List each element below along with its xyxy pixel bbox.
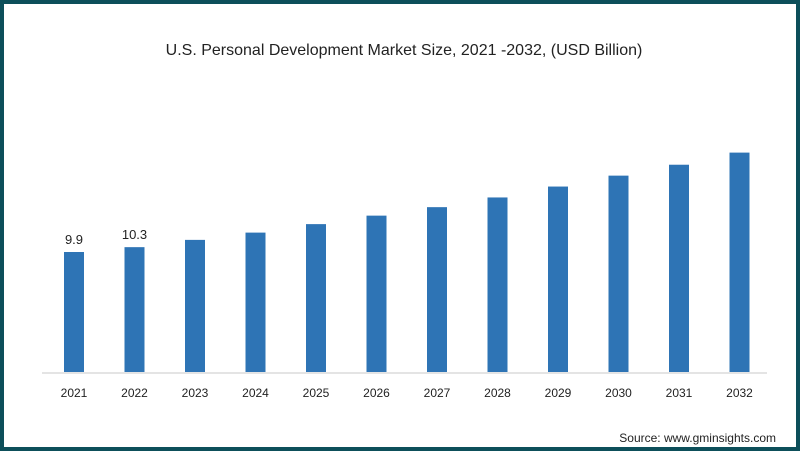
bar-2029 [548,186,568,372]
bar-2027 [427,207,447,372]
x-tick-label-2031: 2031 [666,386,693,400]
x-tick-label-2023: 2023 [182,386,209,400]
bar-2028 [487,197,508,372]
x-tick-label-2028: 2028 [484,386,511,400]
bar-2025 [306,224,326,372]
bar-2022 [124,247,145,372]
x-tick-label-2022: 2022 [121,386,148,400]
bar-2032 [729,152,750,372]
bar-2021 [64,252,84,372]
chart-title: U.S. Personal Development Market Size, 2… [165,42,643,59]
x-tick-label-2030: 2030 [605,386,632,400]
x-tick-label-2029: 2029 [545,386,572,400]
x-tick-label-2021: 2021 [61,386,88,400]
bar-2026 [366,215,387,372]
bar-2023 [185,239,205,372]
x-tick-label-2024: 2024 [242,386,269,400]
x-tick-label-2025: 2025 [303,386,330,400]
bar-2030 [608,175,629,372]
source-credit: Source: www.gminsights.com [619,431,776,445]
bar-chart: 9.9 10.3 2021 2022 2023 2024 2025 2026 2027 2028… [42,152,767,400]
x-tick-label-2027: 2027 [424,386,451,400]
data-label-2022: 10.3 [122,227,147,242]
x-tick-label-2026: 2026 [363,386,390,400]
bar-2024 [245,232,266,372]
x-tick-label-2032: 2032 [726,386,753,400]
bar-2031 [669,164,689,372]
data-label-2021: 9.9 [65,232,83,247]
